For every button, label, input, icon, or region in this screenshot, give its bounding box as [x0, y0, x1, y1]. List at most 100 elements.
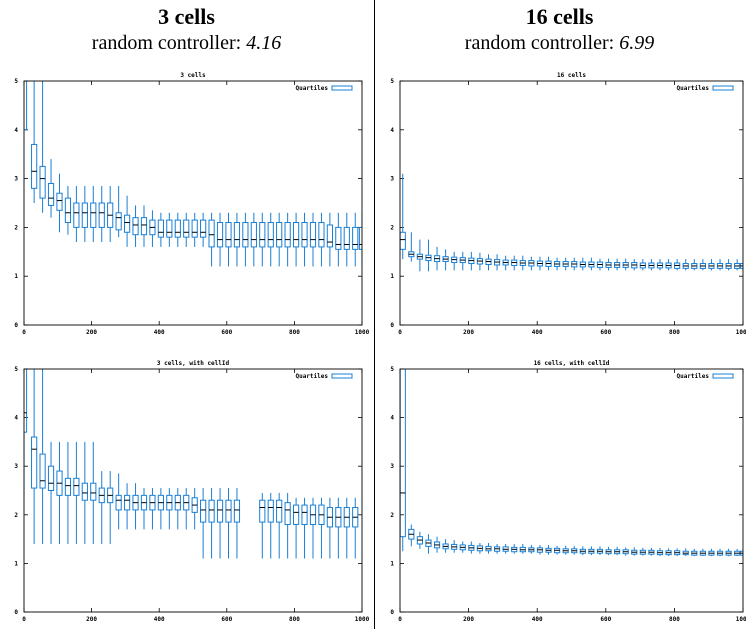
- box-series: [400, 173, 743, 272]
- plot-frame: [23, 368, 363, 613]
- x-tick-label: 200: [463, 616, 474, 623]
- column-header-3-cells: 3 cells random controller: 4.16: [0, 0, 373, 56]
- quartile-box: [39, 165, 46, 199]
- quartile-box: [208, 499, 215, 523]
- quartile-box: [400, 231, 406, 250]
- quartile-box: [47, 182, 55, 206]
- y-tick-label: 1: [14, 273, 18, 280]
- x-tick-label: 200: [463, 329, 474, 336]
- quartile-box: [64, 477, 72, 496]
- quartile-box: [335, 226, 342, 250]
- quartile-box: [259, 222, 266, 248]
- chart-3-cells: 3 cells 0 1 2 3 4 5 0 200 400 600 800 1000 Quartiles: [14, 72, 369, 336]
- quartile-box: [292, 504, 300, 526]
- quartile-box: [301, 222, 308, 248]
- quartile-box: [451, 543, 458, 550]
- quartile-box: [24, 81, 28, 131]
- quartile-box: [132, 217, 139, 236]
- quartile-box: [292, 222, 300, 248]
- quartile-box: [276, 499, 283, 523]
- quartile-box: [408, 528, 415, 540]
- y-tick-label: 0: [14, 609, 18, 616]
- y-tick-label: 4: [390, 127, 394, 134]
- quartile-box: [493, 259, 501, 266]
- chart-title: 16 cells: [557, 72, 586, 79]
- y-tick-label: 0: [390, 322, 394, 329]
- y-tick-label: 4: [14, 415, 18, 422]
- quartile-box: [259, 499, 266, 523]
- y-tick-label: 2: [390, 512, 394, 519]
- x-tick-label: 1000: [736, 616, 746, 623]
- quartile-box: [115, 212, 122, 231]
- column-title: 16 cells: [525, 4, 594, 29]
- quartile-box: [208, 219, 215, 248]
- quartile-box: [408, 251, 415, 258]
- x-tick-label: 400: [154, 616, 165, 623]
- quartile-box: [242, 222, 249, 248]
- y-tick-label: 5: [390, 78, 394, 85]
- chart-title: 16 cells, with cellId: [534, 360, 610, 367]
- x-tick-label: 800: [669, 616, 680, 623]
- y-tick-label: 4: [14, 127, 18, 134]
- quartile-box: [309, 222, 317, 248]
- random-controller-label: random controller:: [91, 32, 247, 54]
- quartile-box: [90, 202, 97, 228]
- y-tick-label: 1: [390, 273, 394, 280]
- y-tick-label: 3: [390, 176, 394, 183]
- quartile-box: [47, 465, 55, 491]
- random-controller-value: 6.99: [619, 32, 655, 54]
- y-tick-label: 2: [14, 224, 18, 231]
- random-controller-line: random controller: 4.16: [0, 30, 373, 56]
- quartile-box: [233, 222, 241, 248]
- y-tick-label: 2: [14, 512, 18, 519]
- quartile-box: [200, 499, 207, 523]
- x-tick-label: 1000: [355, 616, 370, 623]
- y-tick-label: 3: [14, 176, 18, 183]
- y-tick-label: 0: [390, 609, 394, 616]
- quartile-box: [284, 222, 291, 248]
- quartile-box: [56, 192, 63, 211]
- x-tick-label: 1000: [736, 329, 746, 336]
- quartile-box: [276, 222, 283, 248]
- box-series: [24, 369, 359, 559]
- legend-label: Quartiles: [676, 373, 709, 380]
- x-tick-label: 600: [221, 329, 232, 336]
- box-series: [400, 369, 743, 557]
- chart-16-cells: 16 cells 0 1 2 3 4 5 0 200 400 600 800 1000 Quartiles: [390, 72, 746, 336]
- x-tick-label: 400: [154, 329, 165, 336]
- x-tick-label: 800: [289, 616, 300, 623]
- legend-swatch: [712, 85, 734, 91]
- quartile-box: [31, 436, 38, 489]
- quartile-box: [174, 219, 181, 238]
- legend-label: Quartiles: [295, 85, 328, 92]
- x-tick-label: 0: [22, 616, 26, 623]
- quartile-box: [216, 499, 224, 523]
- x-tick-label: 0: [398, 616, 402, 623]
- quartile-box: [250, 222, 257, 248]
- legend-swatch: [712, 373, 734, 379]
- x-tick-label: 600: [221, 616, 232, 623]
- quartile-box: [98, 202, 105, 228]
- legend-swatch: [331, 85, 353, 91]
- quartile-box: [225, 222, 232, 248]
- quartile-box: [64, 197, 72, 224]
- y-tick-label: 5: [390, 366, 394, 373]
- y-tick-label: 2: [390, 224, 394, 231]
- column-header-16-cells: 16 cells random controller: 6.99: [373, 0, 746, 56]
- quartile-box: [267, 222, 274, 248]
- quartile-box: [326, 224, 333, 248]
- quartile-box: [140, 217, 148, 236]
- quartile-box: [157, 219, 164, 238]
- plot-frame: [23, 80, 363, 326]
- quartile-box: [39, 453, 46, 489]
- x-tick-label: 0: [22, 329, 26, 336]
- quartile-box: [24, 369, 28, 433]
- quartile-box: [191, 219, 198, 238]
- chart-title: 3 cells, with cellId: [157, 360, 230, 367]
- y-tick-label: 3: [14, 463, 18, 470]
- chart-16-cells-with-cellid: 16 cells, with cellId 0 1 2 3 4 5 0 200 400 600 800…: [390, 360, 746, 623]
- quartile-box: [301, 504, 308, 526]
- quartile-box: [73, 202, 80, 228]
- quartile-box: [284, 502, 291, 526]
- x-tick-label: 200: [86, 616, 97, 623]
